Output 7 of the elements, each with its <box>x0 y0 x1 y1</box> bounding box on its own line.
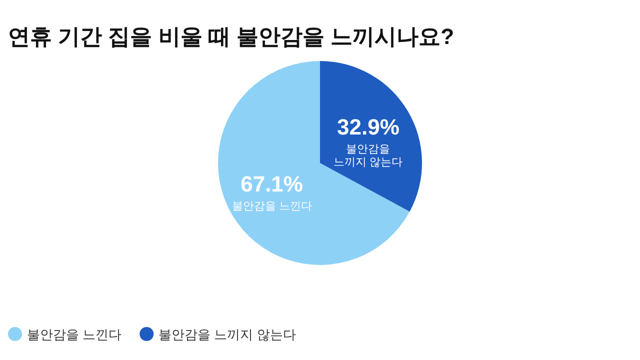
data-label: 67.1% <box>240 172 303 197</box>
slice-label: 불안감을 느끼지 않는다 <box>334 143 403 168</box>
chart-title: 연휴 기간 집을 비울 때 불안감을 느끼시나요? <box>8 24 454 49</box>
slice-label: 불안감을 느낀다 <box>232 200 312 213</box>
legend-label: 불안감을 느낀다 <box>27 327 122 342</box>
legend-label: 불안감을 느끼지 않는다 <box>158 327 296 342</box>
data-label: 32.9% <box>337 114 400 140</box>
